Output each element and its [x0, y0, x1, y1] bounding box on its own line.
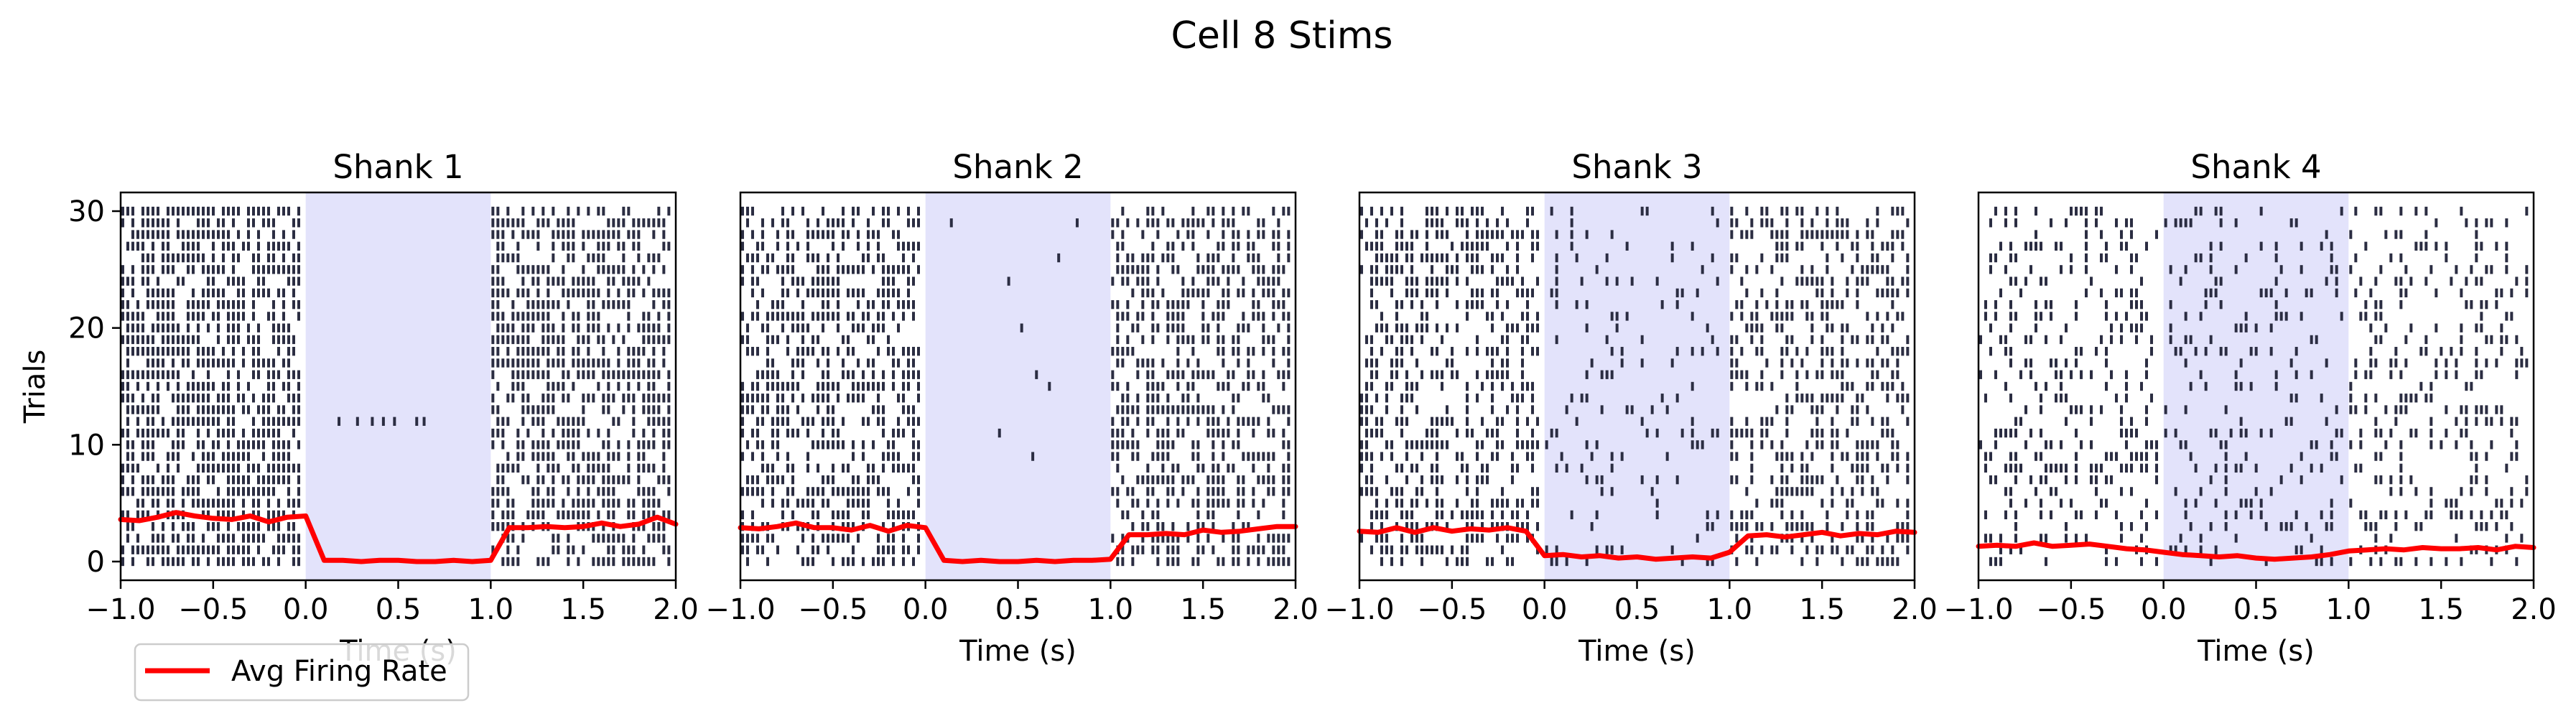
- panel-shank-3: −1.0 −0.5 0.0 0.5 1.0 1.5 2.0 Shank 3 Time (s): [1324, 148, 1937, 668]
- x-tick-label: 1.0: [2326, 593, 2372, 626]
- x-tick-label: 2.0: [1892, 593, 1938, 626]
- panel-title: Shank 3: [1571, 148, 1702, 186]
- x-tick-label: 2.0: [1273, 593, 1319, 626]
- x-tick-label: 2.0: [2511, 593, 2557, 626]
- x-tick-label: 0.0: [903, 593, 949, 626]
- x-tick-label: 0.0: [2141, 593, 2187, 626]
- x-tick-label: 1.0: [1088, 593, 1134, 626]
- x-tick-label: 0.5: [995, 593, 1041, 626]
- panel-title: Shank 2: [952, 148, 1083, 186]
- avg-firing-rate-line: [738, 520, 1298, 564]
- stim-window-shading: [925, 192, 1111, 580]
- x-tick-label: −0.5: [1417, 593, 1487, 626]
- stim-window-shading: [1544, 192, 1730, 580]
- x-tick-label: 0.5: [376, 593, 422, 626]
- x-axis-label: Time (s): [2197, 635, 2315, 668]
- x-tick-label: −0.5: [2036, 593, 2106, 626]
- x-axis-label: Time (s): [959, 635, 1077, 668]
- x-tick-label: −1.0: [1324, 593, 1394, 626]
- y-tick-label: 10: [68, 429, 105, 462]
- panel-title: Shank 1: [333, 148, 463, 186]
- x-tick-label: 0.0: [1522, 593, 1568, 626]
- avg-firing-rate-line: [1357, 525, 1917, 562]
- legend: Avg Firing Rate: [134, 643, 470, 702]
- x-tick-label: 0.5: [1614, 593, 1660, 626]
- x-axis-label: Time (s): [1578, 635, 1696, 668]
- spike-raster: [1360, 206, 1910, 567]
- x-tick-label: −0.5: [798, 593, 868, 626]
- x-tick-label: −1.0: [1943, 593, 2013, 626]
- spike-raster: [1979, 206, 2529, 567]
- legend-label: Avg Firing Rate: [231, 655, 447, 688]
- x-tick-label: 0.5: [2233, 593, 2279, 626]
- figure-suptitle: Cell 8 Stims: [1171, 14, 1393, 57]
- stim-window-shading: [305, 192, 491, 580]
- x-tick-label: 1.0: [1707, 593, 1753, 626]
- x-tick-label: 1.5: [560, 593, 606, 626]
- panel-shank-4: −1.0 −0.5 0.0 0.5 1.0 1.5 2.0 Shank 4 Time (s): [1943, 148, 2556, 668]
- stim-window-shading: [2163, 192, 2349, 580]
- x-tick-label: 1.5: [1180, 593, 1226, 626]
- y-tick-label: 30: [68, 195, 105, 228]
- panel-shank-2: −1.0 −0.5 0.0 0.5 1.0 1.5 2.0 Shank 2 Time (s): [705, 148, 1318, 668]
- x-tick-label: 1.0: [468, 593, 514, 626]
- x-tick-label: 1.5: [2418, 593, 2464, 626]
- y-tick-label: 0: [87, 546, 105, 579]
- avg-firing-rate-line: [118, 510, 679, 564]
- y-tick-label: 20: [68, 312, 105, 345]
- x-tick-label: −1.0: [705, 593, 775, 626]
- panel-title: Shank 4: [2190, 148, 2321, 186]
- y-axis-label: Trials: [19, 350, 52, 424]
- x-tick-label: −0.5: [178, 593, 248, 626]
- x-tick-label: 2.0: [653, 593, 699, 626]
- x-tick-label: 1.5: [1799, 593, 1845, 626]
- legend-box: [134, 643, 470, 702]
- x-tick-label: −1.0: [85, 593, 155, 626]
- spike-raster: [741, 206, 1291, 567]
- avg-firing-rate-line: [1976, 540, 2537, 562]
- x-tick-label: 0.0: [283, 593, 329, 626]
